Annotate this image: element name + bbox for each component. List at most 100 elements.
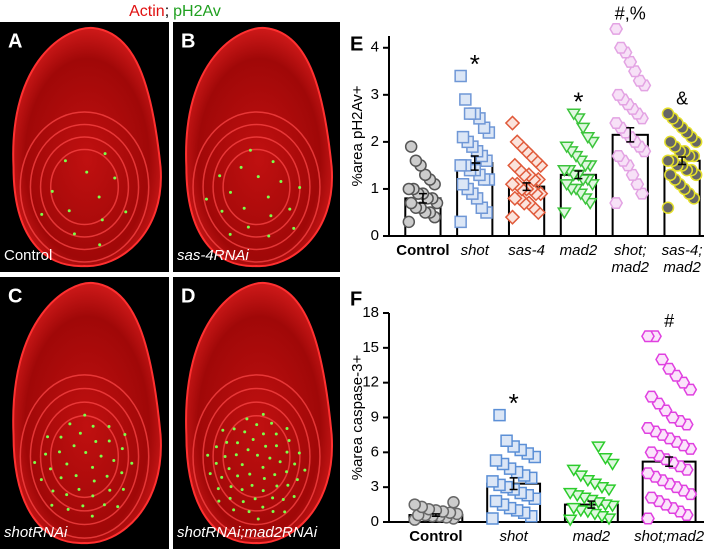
foci: [271, 160, 275, 164]
foci: [108, 488, 112, 492]
data-point: [609, 197, 624, 210]
foci: [236, 441, 240, 445]
data-point: [504, 176, 521, 192]
x-tick-label: shot: [499, 528, 528, 545]
data-point: [628, 65, 642, 78]
foci: [256, 517, 260, 521]
x-tick-label: shot;: [614, 242, 647, 259]
data-point: [486, 512, 499, 525]
foci: [220, 209, 224, 213]
data-point: [601, 484, 617, 497]
data-point: [580, 475, 596, 488]
foci: [288, 207, 292, 211]
bar-chart: E %area pH2Av+ 0 1 2 3 4 Control * shot sas-4 * mad2…: [349, 4, 704, 276]
foci: [228, 190, 232, 194]
foci: [232, 427, 236, 431]
x-tick-label: Control: [396, 242, 449, 259]
foci: [92, 479, 96, 483]
title-marker: pH2Av: [173, 3, 221, 20]
foci: [246, 225, 250, 229]
data-point: [559, 179, 575, 192]
data-point: [507, 190, 523, 207]
foci: [269, 214, 273, 218]
foci: [57, 450, 61, 454]
foci: [217, 499, 221, 503]
data-point: [661, 201, 675, 215]
data-point: [625, 168, 640, 181]
x-tick-label: mad2: [573, 528, 611, 545]
tissue-fold: [19, 111, 150, 263]
foci: [297, 451, 301, 455]
foci: [214, 461, 218, 465]
y-tick-label: 2: [371, 133, 379, 150]
y-tick-label: 0: [371, 513, 379, 530]
y-tick-label: 3: [371, 86, 379, 103]
foci: [98, 243, 102, 247]
tissue-fold: [49, 148, 120, 226]
foci: [240, 488, 244, 492]
data-point: [504, 209, 521, 225]
data-point: [404, 196, 418, 210]
data-point: [500, 434, 513, 447]
foci: [253, 497, 257, 501]
foci: [255, 453, 259, 457]
foci: [204, 197, 208, 201]
data-point: [664, 135, 677, 149]
foci: [283, 510, 287, 514]
foci: [234, 453, 238, 457]
x-tick-label: mad2: [560, 242, 598, 259]
panel-label: Control: [4, 247, 52, 264]
data-point: [475, 201, 489, 215]
foci: [255, 423, 259, 427]
foci: [218, 174, 222, 178]
foci: [279, 180, 283, 184]
foci: [33, 460, 37, 464]
x-tick-label: Control: [409, 528, 462, 545]
data-point: [609, 117, 624, 130]
data-point: [566, 464, 582, 477]
foci: [50, 503, 54, 507]
foci: [72, 232, 76, 236]
data-point: [587, 478, 603, 491]
foci: [275, 484, 279, 488]
significance-mark: *: [509, 388, 519, 418]
foci: [90, 514, 94, 518]
error-bar: [665, 456, 674, 468]
data-point: [463, 107, 477, 120]
foci: [105, 474, 109, 478]
data-point: [664, 168, 677, 182]
foci: [228, 232, 232, 236]
significance-mark: *: [470, 49, 480, 79]
data-point: [598, 499, 613, 512]
data-point: [573, 470, 589, 483]
significance-mark: *: [573, 87, 583, 117]
foci: [97, 195, 101, 199]
error-bar: [574, 170, 583, 180]
data-point: [630, 178, 645, 191]
data-point: [641, 512, 655, 525]
foci: [264, 444, 268, 448]
foci: [49, 467, 53, 471]
data-point: [587, 508, 603, 521]
foci: [261, 489, 265, 493]
data-point: [477, 121, 491, 135]
foci: [248, 472, 252, 476]
foci: [120, 447, 124, 451]
foci: [84, 451, 88, 455]
foci: [241, 500, 245, 504]
foci: [248, 148, 252, 152]
data-point: [594, 482, 610, 495]
panel-letter: F: [350, 288, 362, 310]
foci: [271, 496, 275, 500]
foci: [298, 186, 302, 190]
foci: [123, 433, 127, 437]
foci: [261, 412, 265, 416]
foci: [59, 476, 63, 480]
foci: [214, 445, 218, 449]
foci: [242, 206, 246, 210]
tissue-fold: [222, 148, 291, 226]
data-point: [662, 362, 677, 375]
foci: [225, 440, 229, 444]
tissue-fold: [29, 123, 140, 251]
data-point: [447, 496, 460, 509]
